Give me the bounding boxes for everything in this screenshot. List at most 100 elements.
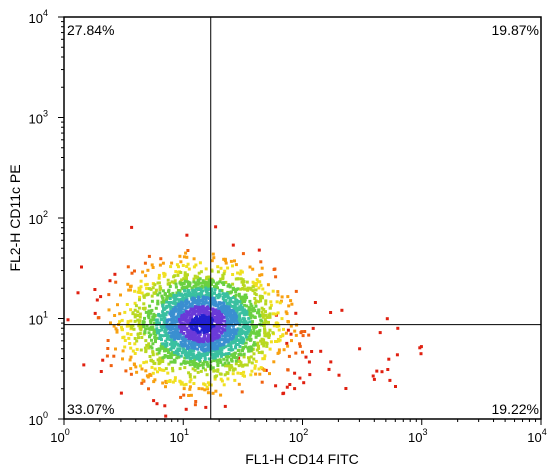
event-dot (153, 361, 157, 365)
event-dot (146, 268, 150, 272)
event-dot (182, 360, 186, 363)
event-dot (161, 289, 165, 293)
event-dot (144, 310, 148, 314)
event-dot (242, 313, 246, 317)
event-dot (247, 356, 250, 360)
event-dot (220, 337, 224, 341)
event-dot (261, 287, 265, 291)
event-dot (222, 302, 226, 306)
event-dot (156, 299, 160, 303)
event-dot (142, 302, 146, 306)
event-dot (227, 363, 231, 367)
event-dot (168, 338, 172, 342)
event-dot (299, 331, 303, 335)
event-dot (245, 304, 249, 308)
event-dot (234, 298, 238, 302)
event-dot (174, 270, 178, 274)
event-dot (418, 346, 422, 350)
event-dot (221, 310, 225, 314)
event-dot (205, 309, 209, 313)
event-dot (234, 263, 238, 267)
event-dot (241, 306, 245, 310)
event-dot (150, 365, 154, 369)
event-dot (211, 391, 215, 395)
event-dot (183, 348, 187, 352)
event-dot (308, 373, 312, 377)
event-dot (164, 339, 168, 343)
event-dot (329, 360, 333, 364)
event-dot (212, 301, 216, 305)
event-dot (165, 300, 169, 304)
event-dot (301, 334, 305, 338)
event-dot (241, 320, 245, 324)
event-dot (121, 357, 124, 361)
event-dot (232, 352, 236, 356)
event-dot (205, 385, 209, 389)
event-dot (243, 363, 247, 367)
event-dot (213, 352, 217, 356)
event-dot (193, 375, 197, 379)
event-dot (168, 292, 172, 296)
event-dot (201, 281, 205, 285)
event-dot (245, 332, 249, 336)
event-dot (197, 288, 200, 292)
event-dot (222, 330, 226, 334)
event-dot (258, 314, 262, 318)
event-dot (153, 378, 157, 382)
event-dot (241, 317, 245, 321)
event-dot (138, 319, 142, 323)
event-dot (388, 378, 392, 382)
event-dot (165, 310, 169, 314)
event-dot (286, 295, 290, 299)
event-dot (164, 367, 168, 371)
event-dot (230, 300, 234, 304)
event-dot (170, 261, 174, 265)
event-dot (231, 314, 235, 318)
event-dot (202, 347, 206, 351)
y-axis-title: FL2-H CD11c PE (7, 164, 23, 271)
event-dot (239, 295, 243, 299)
event-dot (202, 330, 206, 334)
event-dot (122, 335, 126, 339)
event-dot (193, 274, 197, 278)
event-dot (166, 319, 170, 323)
event-dot (199, 289, 203, 293)
event-dot (237, 314, 241, 318)
event-dot (246, 288, 250, 292)
event-dot (105, 354, 109, 358)
event-dot (302, 381, 306, 385)
event-dot (187, 336, 191, 340)
event-dot (233, 367, 236, 371)
event-dot (241, 287, 245, 290)
event-dot (222, 338, 226, 342)
event-dot (130, 225, 134, 229)
event-dot (215, 338, 219, 342)
event-dot (118, 320, 122, 324)
event-dot (286, 344, 290, 348)
event-dot (121, 349, 125, 353)
event-dot (180, 336, 184, 340)
event-dot (242, 339, 245, 343)
event-dot (203, 388, 207, 392)
event-dot (188, 380, 192, 384)
event-dot (267, 320, 270, 324)
event-dot (177, 265, 180, 269)
event-dot (186, 344, 190, 348)
event-dot (222, 257, 226, 261)
event-dot (181, 310, 185, 314)
event-dot (181, 287, 185, 291)
event-dot (166, 282, 170, 286)
event-dot (188, 375, 192, 379)
quadrant-label-upper-left: 27.84% (67, 22, 114, 38)
event-dot (239, 298, 243, 302)
event-dot (131, 312, 135, 316)
event-dot (263, 354, 267, 358)
event-dot (201, 296, 205, 300)
event-dot (157, 273, 161, 277)
event-dot (156, 358, 160, 362)
event-dot (252, 282, 256, 286)
event-dot (170, 353, 174, 357)
event-dot (214, 301, 218, 305)
event-dot (157, 331, 160, 335)
event-dot (218, 372, 222, 376)
